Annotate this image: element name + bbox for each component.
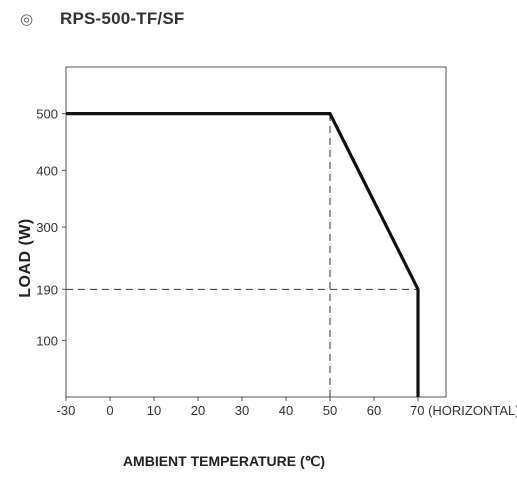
x-tick-label: 50: [323, 403, 337, 418]
y-tick-label: 500: [36, 107, 58, 122]
x-tick-label: 40: [279, 403, 293, 418]
x-tick-label: 20: [191, 403, 205, 418]
x-tick-label: 30: [235, 403, 249, 418]
chart-header: ◎ RPS-500-TF/SF: [20, 7, 184, 31]
y-tick-label: 400: [36, 163, 58, 178]
x-tick-label: -30: [57, 403, 76, 418]
bullet-icon: ◎: [20, 10, 34, 28]
plot-frame: [65, 66, 447, 398]
y-axis-label: LOAD (W): [17, 218, 34, 298]
derating-curve: [66, 112, 420, 397]
x-tick-label: 0: [106, 403, 113, 418]
x-tick-label: 60: [367, 403, 381, 418]
y-tick-label: 300: [36, 220, 58, 235]
page-title: RPS-500-TF/SF: [60, 9, 185, 28]
x-tick-label: 70 (HORIZONTAL): [410, 403, 517, 418]
x-axis-label: AMBIENT TEMPERATURE (℃): [123, 453, 325, 469]
y-tick-label: 100: [36, 333, 58, 348]
y-tick-label: 190: [36, 282, 58, 297]
x-tick-label: 10: [147, 403, 161, 418]
